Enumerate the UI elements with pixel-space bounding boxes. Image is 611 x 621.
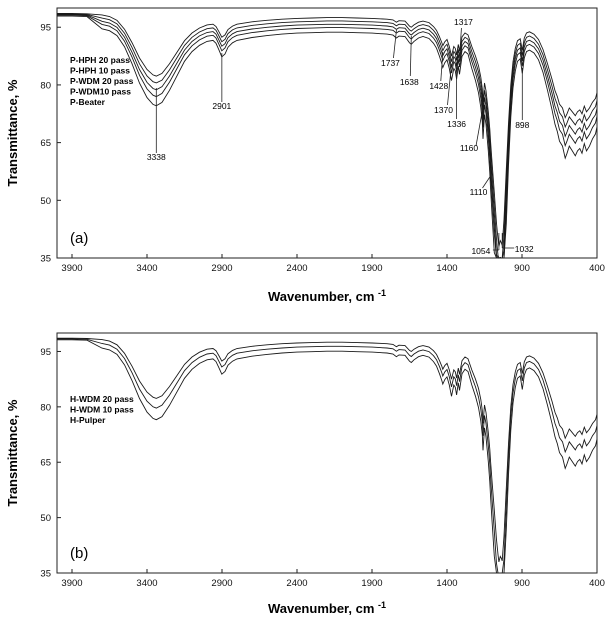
legend-entry: P-HPH 10 pass <box>70 66 130 76</box>
y-tick-label: 65 <box>40 138 51 149</box>
peak-annotation: 2901 <box>212 101 231 111</box>
y-tick-label: 35 <box>40 254 51 265</box>
annotation-leader <box>482 168 491 189</box>
peak-annotation: 1054 <box>471 246 490 256</box>
peak-annotation: 1638 <box>400 77 419 87</box>
peak-annotation: 1428 <box>429 81 448 91</box>
panel-label: (b) <box>70 545 88 562</box>
peak-annotation: 1032 <box>515 244 534 254</box>
y-tick-label: 95 <box>40 347 51 358</box>
series-line <box>57 13 598 259</box>
series-line <box>57 339 598 574</box>
plot-frame <box>56 332 598 574</box>
series-line <box>57 338 598 574</box>
x-axis-title: Wavenumber, cm -1 <box>268 288 386 304</box>
y-tick-label: 50 <box>40 513 51 524</box>
annotation-leader <box>475 106 484 147</box>
peak-annotation: 1370 <box>434 105 453 115</box>
annotation-leader <box>393 29 397 59</box>
y-tick-label: 95 <box>40 23 51 34</box>
x-tick-label: 1400 <box>436 263 457 274</box>
legend-entry: H-Pulper <box>70 415 106 425</box>
legend-entry: H-WDM 20 pass <box>70 394 134 404</box>
series-line <box>57 14 598 259</box>
y-axis-title: Transmittance, % <box>5 79 20 186</box>
y-tick-label: 80 <box>40 402 51 413</box>
x-tick-label: 1900 <box>361 578 382 589</box>
series-line <box>57 15 598 259</box>
x-tick-label: 3900 <box>61 263 82 274</box>
x-axis-title-text: Wavenumber, cm <box>268 289 378 304</box>
x-tick-label: 400 <box>589 263 605 274</box>
x-tick-label: 2400 <box>286 263 307 274</box>
legend-entry: P-WDM 20 pass <box>70 76 134 86</box>
peak-annotation: 3338 <box>147 152 166 162</box>
y-tick-label: 80 <box>40 80 51 91</box>
x-tick-label: 3900 <box>61 578 82 589</box>
legend-entry: P-HPH 20 pass <box>70 55 130 65</box>
x-axis-title-sup: -1 <box>378 288 386 298</box>
annotation-leader <box>459 27 462 59</box>
legend-entry: P-Beater <box>70 97 106 107</box>
series-line <box>57 337 598 563</box>
peak-annotation: 1336 <box>447 119 466 129</box>
panel-a: 3900 3400 2900 2400 1900 1400 900 400 35 50 65 80 95… <box>5 7 605 304</box>
series-line <box>57 14 598 259</box>
series-line <box>57 12 598 247</box>
x-tick-label: 2900 <box>211 263 232 274</box>
y-tick-label: 65 <box>40 458 51 469</box>
peak-annotation: 1317 <box>454 17 473 27</box>
x-axis-title-text: Wavenumber, cm <box>268 601 378 616</box>
legend-entry: P-WDM10 pass <box>70 87 131 97</box>
y-tick-label: 35 <box>40 569 51 580</box>
x-tick-label: 1900 <box>361 263 382 274</box>
legend-entry: H-WDM 10 pass <box>70 405 134 415</box>
annotation-leader <box>447 63 452 106</box>
y-axis-title: Transmittance, % <box>5 399 20 506</box>
x-tick-label: 3400 <box>136 578 157 589</box>
x-tick-label: 3400 <box>136 263 157 274</box>
peak-annotation: 1737 <box>381 58 400 68</box>
y-tick-label: 50 <box>40 196 51 207</box>
plot-frame <box>56 7 598 259</box>
panel-label: (a) <box>70 230 88 247</box>
panel-b: 3900 3400 2900 2400 1900 1400 900 400 35 50 65 80 95… <box>5 332 605 616</box>
x-tick-label: 2400 <box>286 578 307 589</box>
peak-annotation: 1160 <box>460 143 479 153</box>
x-axis-title: Wavenumber, cm -1 <box>268 600 386 616</box>
annotation-leader <box>440 51 444 82</box>
x-tick-label: 400 <box>589 578 605 589</box>
x-tick-label: 900 <box>514 578 530 589</box>
x-axis-title-sup: -1 <box>378 600 386 610</box>
annotation-leader <box>409 35 412 77</box>
peak-annotation: 1110 <box>470 187 488 197</box>
x-tick-label: 2900 <box>211 578 232 589</box>
peak-annotation: 898 <box>515 120 529 130</box>
x-tick-label: 1400 <box>436 578 457 589</box>
x-tick-label: 900 <box>514 263 530 274</box>
